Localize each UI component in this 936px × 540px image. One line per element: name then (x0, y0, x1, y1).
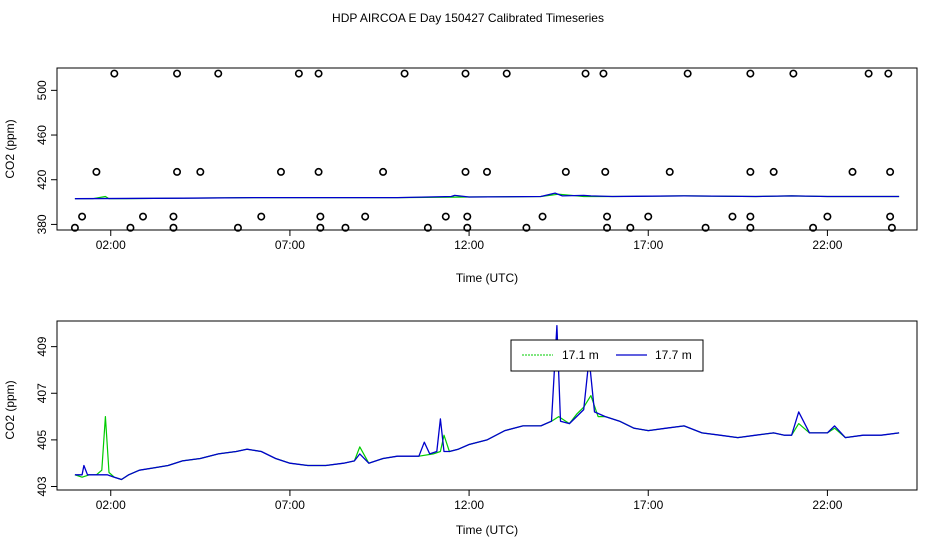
top-data-point (461, 167, 470, 176)
legend-label-17-7: 17.7 m (655, 348, 692, 362)
top-data-point (746, 167, 755, 176)
top-data-point (341, 223, 350, 232)
top-data-point (665, 167, 674, 176)
top-data-point (233, 223, 242, 232)
top-data-point (823, 212, 832, 221)
top-data-point (884, 69, 893, 78)
bottom-y-tick-label: 403 (35, 476, 49, 496)
top-data-point (126, 223, 135, 232)
top-data-point (379, 167, 388, 176)
top-data-point (257, 212, 266, 221)
top-data-point (78, 212, 87, 221)
top-data-point (110, 69, 119, 78)
top-data-point (169, 223, 178, 232)
top-data-point (169, 212, 178, 221)
bottom-x-tick-label: 02:00 (96, 498, 126, 512)
top-data-point (463, 223, 472, 232)
bottom-plot-border (56, 320, 918, 491)
top-data-point (746, 223, 755, 232)
top-data-point (601, 167, 610, 176)
bottom-series-line-green (74, 395, 900, 481)
top-y-tick-label: 460 (35, 125, 49, 145)
top-y-axis-label: CO2 (ppm) (3, 119, 17, 178)
top-data-point (173, 69, 182, 78)
top-data-point (599, 69, 608, 78)
top-x-tick-label: 02:00 (96, 238, 126, 252)
top-data-point (482, 167, 491, 176)
top-data-point (769, 167, 778, 176)
top-data-point (887, 223, 896, 232)
legend: 17.1 m 17.7 m (510, 339, 704, 372)
top-data-point (316, 212, 325, 221)
top-series-line-blue (74, 192, 900, 200)
top-data-point (522, 223, 531, 232)
top-data-point (361, 212, 370, 221)
bottom-x-tick-label: 22:00 (812, 498, 842, 512)
top-x-tick-label: 12:00 (454, 238, 484, 252)
top-data-point (139, 212, 148, 221)
top-y-tick-label: 380 (35, 214, 49, 234)
bottom-y-tick-label: 407 (35, 383, 49, 403)
top-data-point (70, 223, 79, 232)
top-x-axis-label: Time (UTC) (456, 271, 518, 285)
top-data-point (886, 167, 895, 176)
top-data-point (502, 69, 511, 78)
top-data-point (864, 69, 873, 78)
top-data-point (728, 212, 737, 221)
top-x-tick-label: 22:00 (812, 238, 842, 252)
legend-label-17-1: 17.1 m (562, 348, 599, 362)
top-data-point (626, 223, 635, 232)
top-data-point (848, 167, 857, 176)
top-x-tick-label: 17:00 (633, 238, 663, 252)
top-data-point (423, 223, 432, 232)
bottom-x-tick-label: 07:00 (275, 498, 305, 512)
bottom-y-tick-label: 405 (35, 430, 49, 450)
top-data-point (314, 167, 323, 176)
top-data-point (400, 69, 409, 78)
top-data-point (441, 212, 450, 221)
top-x-tick-label: 07:00 (275, 238, 305, 252)
top-data-point (746, 69, 755, 78)
top-y-tick-label: 420 (35, 169, 49, 189)
top-data-point (789, 69, 798, 78)
top-data-point (644, 212, 653, 221)
bottom-panel: Time (UTC) CO2 (ppm) 02:00 07:00 12:00 17:0… (3, 320, 918, 537)
top-data-point (316, 223, 325, 232)
top-data-point (276, 167, 285, 176)
top-data-point (603, 212, 612, 221)
top-data-point (561, 167, 570, 176)
bottom-x-tick-label: 12:00 (454, 498, 484, 512)
top-data-point (538, 212, 547, 221)
top-data-point (746, 212, 755, 221)
top-panel: Time (UTC) CO2 (ppm) 02:00 07:00 12:00 17:0… (3, 67, 918, 285)
top-data-point (463, 212, 472, 221)
top-data-point (173, 167, 182, 176)
top-y-tick-label: 500 (35, 80, 49, 100)
top-data-point (581, 69, 590, 78)
top-data-point (461, 69, 470, 78)
top-data-point (603, 223, 612, 232)
top-data-point (196, 167, 205, 176)
top-data-point (809, 223, 818, 232)
top-data-point (314, 69, 323, 78)
top-data-point (294, 69, 303, 78)
top-data-point (886, 212, 895, 221)
bottom-series-line-blue (74, 325, 900, 481)
bottom-y-axis-label: CO2 (ppm) (3, 380, 17, 439)
bottom-x-axis-label: Time (UTC) (456, 523, 518, 537)
top-data-point (214, 69, 223, 78)
chart-title: HDP AIRCOA E Day 150427 Calibrated Times… (332, 11, 604, 25)
top-plot-border (56, 67, 918, 231)
bottom-y-tick-label: 409 (35, 336, 49, 356)
top-data-point (92, 167, 101, 176)
top-data-point (683, 69, 692, 78)
bottom-x-tick-label: 17:00 (633, 498, 663, 512)
top-data-point (701, 223, 710, 232)
